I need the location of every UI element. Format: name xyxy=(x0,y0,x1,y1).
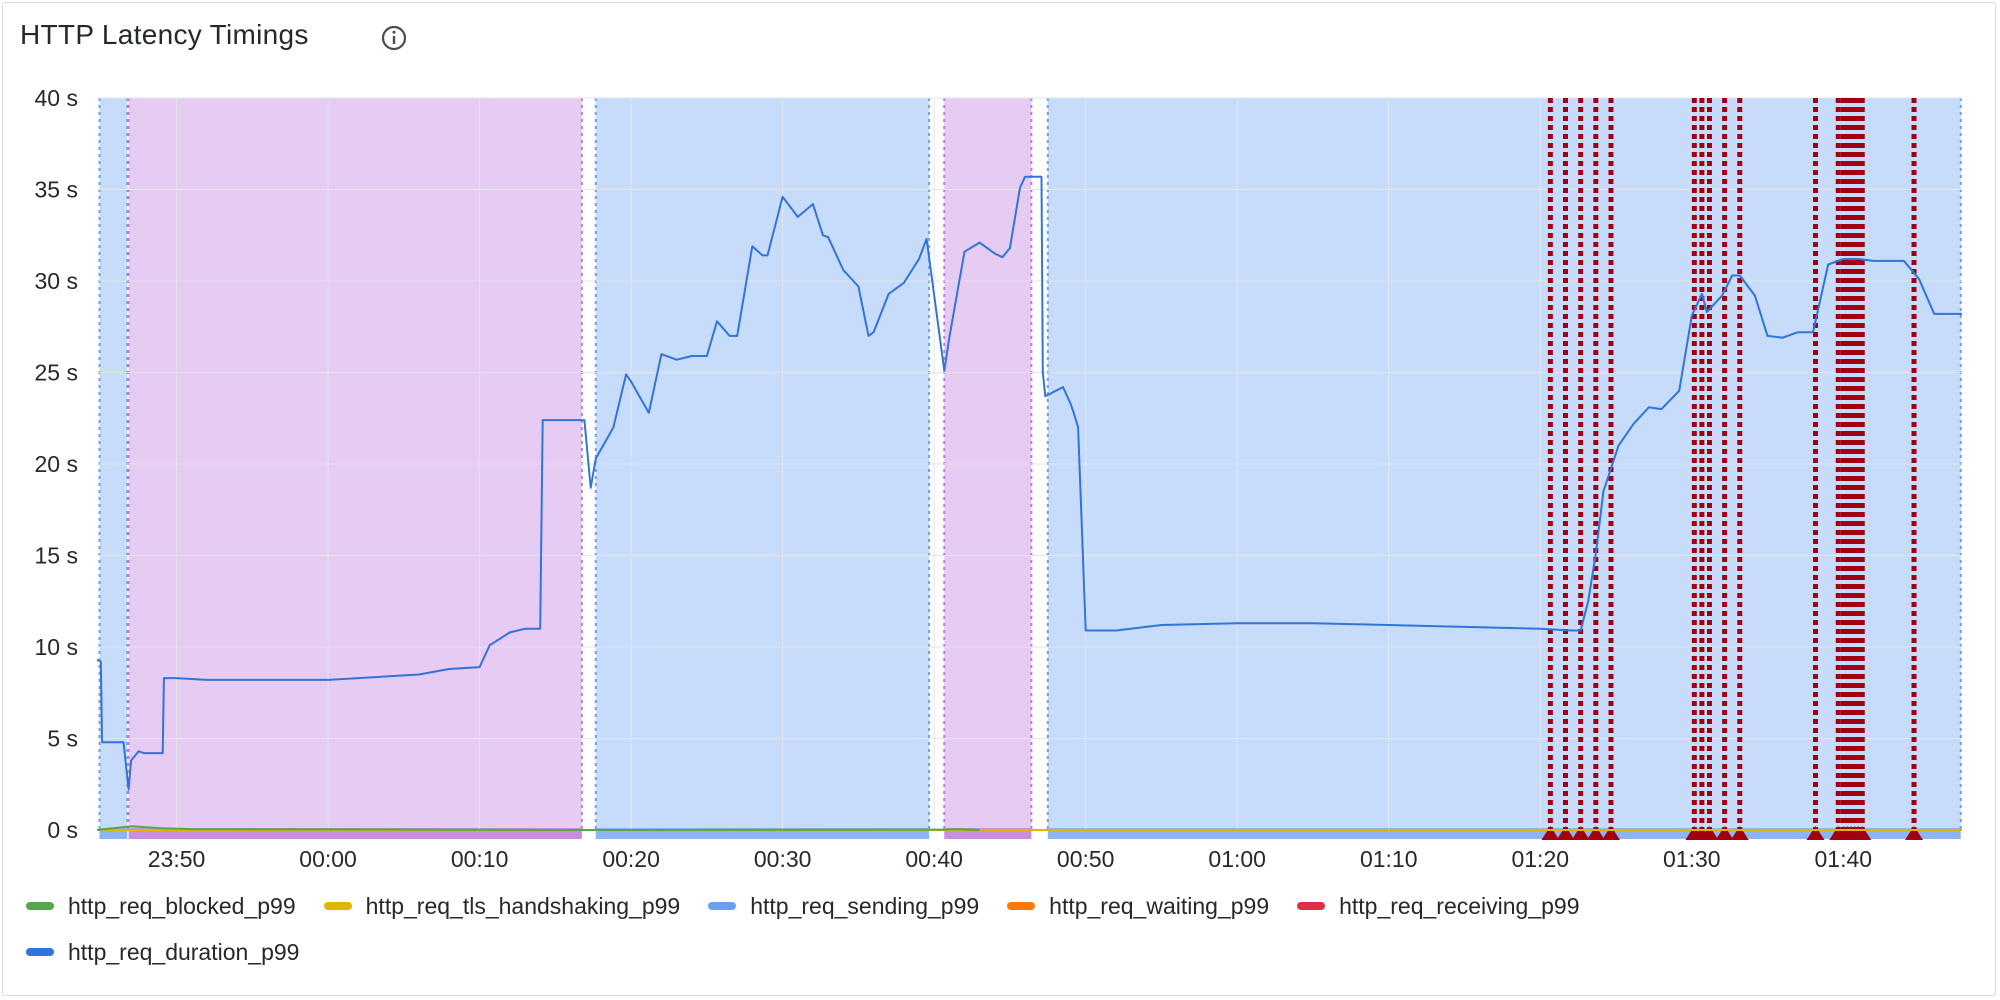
alert-marker-triangle xyxy=(1905,826,1924,840)
legend-label: http_req_duration_p99 xyxy=(68,938,300,965)
y-tick-label: 10 s xyxy=(35,634,78,660)
legend-item[interactable]: http_req_duration_p99 xyxy=(26,938,1928,966)
x-tick-label: 00:00 xyxy=(299,846,357,872)
legend-label: http_req_waiting_p99 xyxy=(1049,892,1270,919)
x-tick-label: 00:50 xyxy=(1057,846,1115,872)
legend-item[interactable]: http_req_blocked_p99 xyxy=(26,892,296,920)
x-tick-label: 00:20 xyxy=(602,846,660,872)
x-tick-label: 01:40 xyxy=(1815,846,1873,872)
annotation-bar-2 xyxy=(595,828,930,839)
legend-swatch xyxy=(26,902,54,910)
x-tick-label: 01:10 xyxy=(1360,846,1418,872)
alert-marker-triangle xyxy=(1541,826,1560,840)
series-line-http-req-duration-p99 xyxy=(96,175,1962,791)
chart-legend: http_req_blocked_p99 http_req_tls_handsha… xyxy=(26,892,1956,966)
legend-item[interactable]: http_req_waiting_p99 xyxy=(1007,892,1269,920)
y-tick-label: 20 s xyxy=(35,451,78,477)
alert-marker-triangle xyxy=(1556,826,1575,840)
legend-swatch xyxy=(26,948,54,956)
annotation-bar-4 xyxy=(1047,828,1961,839)
x-tick-label: 00:40 xyxy=(905,846,963,872)
x-tick-label: 23:50 xyxy=(148,846,206,872)
y-tick-label: 40 s xyxy=(35,85,78,111)
alert-marker-triangle xyxy=(1853,826,1872,840)
y-tick-label: 5 s xyxy=(47,726,78,752)
alert-marker-triangle xyxy=(1715,826,1734,840)
info-circle-icon[interactable] xyxy=(379,23,409,53)
alert-marker-triangle xyxy=(1586,826,1605,840)
legend-item[interactable]: http_req_tls_handshaking_p99 xyxy=(323,892,681,920)
annotation-bar-3 xyxy=(944,828,1032,839)
annotation-bar-0 xyxy=(99,828,128,839)
latency-chart: 0 s 5 s 10 s 15 s 20 s 25 s 30 s 35 s 40 s 23:50 0… xyxy=(35,85,1962,872)
legend-swatch xyxy=(1297,902,1326,910)
alert-marker-triangle xyxy=(1571,826,1590,840)
legend-label: http_req_blocked_p99 xyxy=(68,892,296,919)
series-line-http-req-blocked-p99 xyxy=(96,825,980,831)
y-tick-label: 30 s xyxy=(35,268,78,294)
legend-item[interactable]: http_req_sending_p99 xyxy=(708,892,979,920)
annotation-bar-1 xyxy=(128,828,582,839)
legend-swatch xyxy=(323,902,352,910)
legend-item[interactable]: http_req_receiving_p99 xyxy=(1297,892,1580,920)
legend-label: http_req_tls_handshaking_p99 xyxy=(365,892,681,919)
x-tick-label: 01:00 xyxy=(1208,846,1266,872)
legend-label: http_req_receiving_p99 xyxy=(1339,892,1580,919)
legend-swatch xyxy=(708,902,737,910)
legend-swatch xyxy=(1007,902,1036,910)
y-tick-label: 0 s xyxy=(47,817,78,843)
alert-marker-triangle xyxy=(1700,826,1719,840)
y-tick-label: 25 s xyxy=(35,360,78,386)
alert-marker-triangle xyxy=(1806,826,1825,840)
alert-marker-triangle xyxy=(1601,826,1620,840)
x-tick-label: 01:20 xyxy=(1511,846,1569,872)
x-tick-label: 00:30 xyxy=(754,846,812,872)
y-tick-label: 35 s xyxy=(35,177,78,203)
panel-title: HTTP Latency Timings xyxy=(20,19,309,50)
y-tick-label: 15 s xyxy=(35,543,78,569)
alert-marker-triangle xyxy=(1730,826,1749,840)
legend-label: http_req_sending_p99 xyxy=(750,892,980,919)
x-tick-label: 00:10 xyxy=(451,846,509,872)
x-tick-label: 01:30 xyxy=(1663,846,1721,872)
